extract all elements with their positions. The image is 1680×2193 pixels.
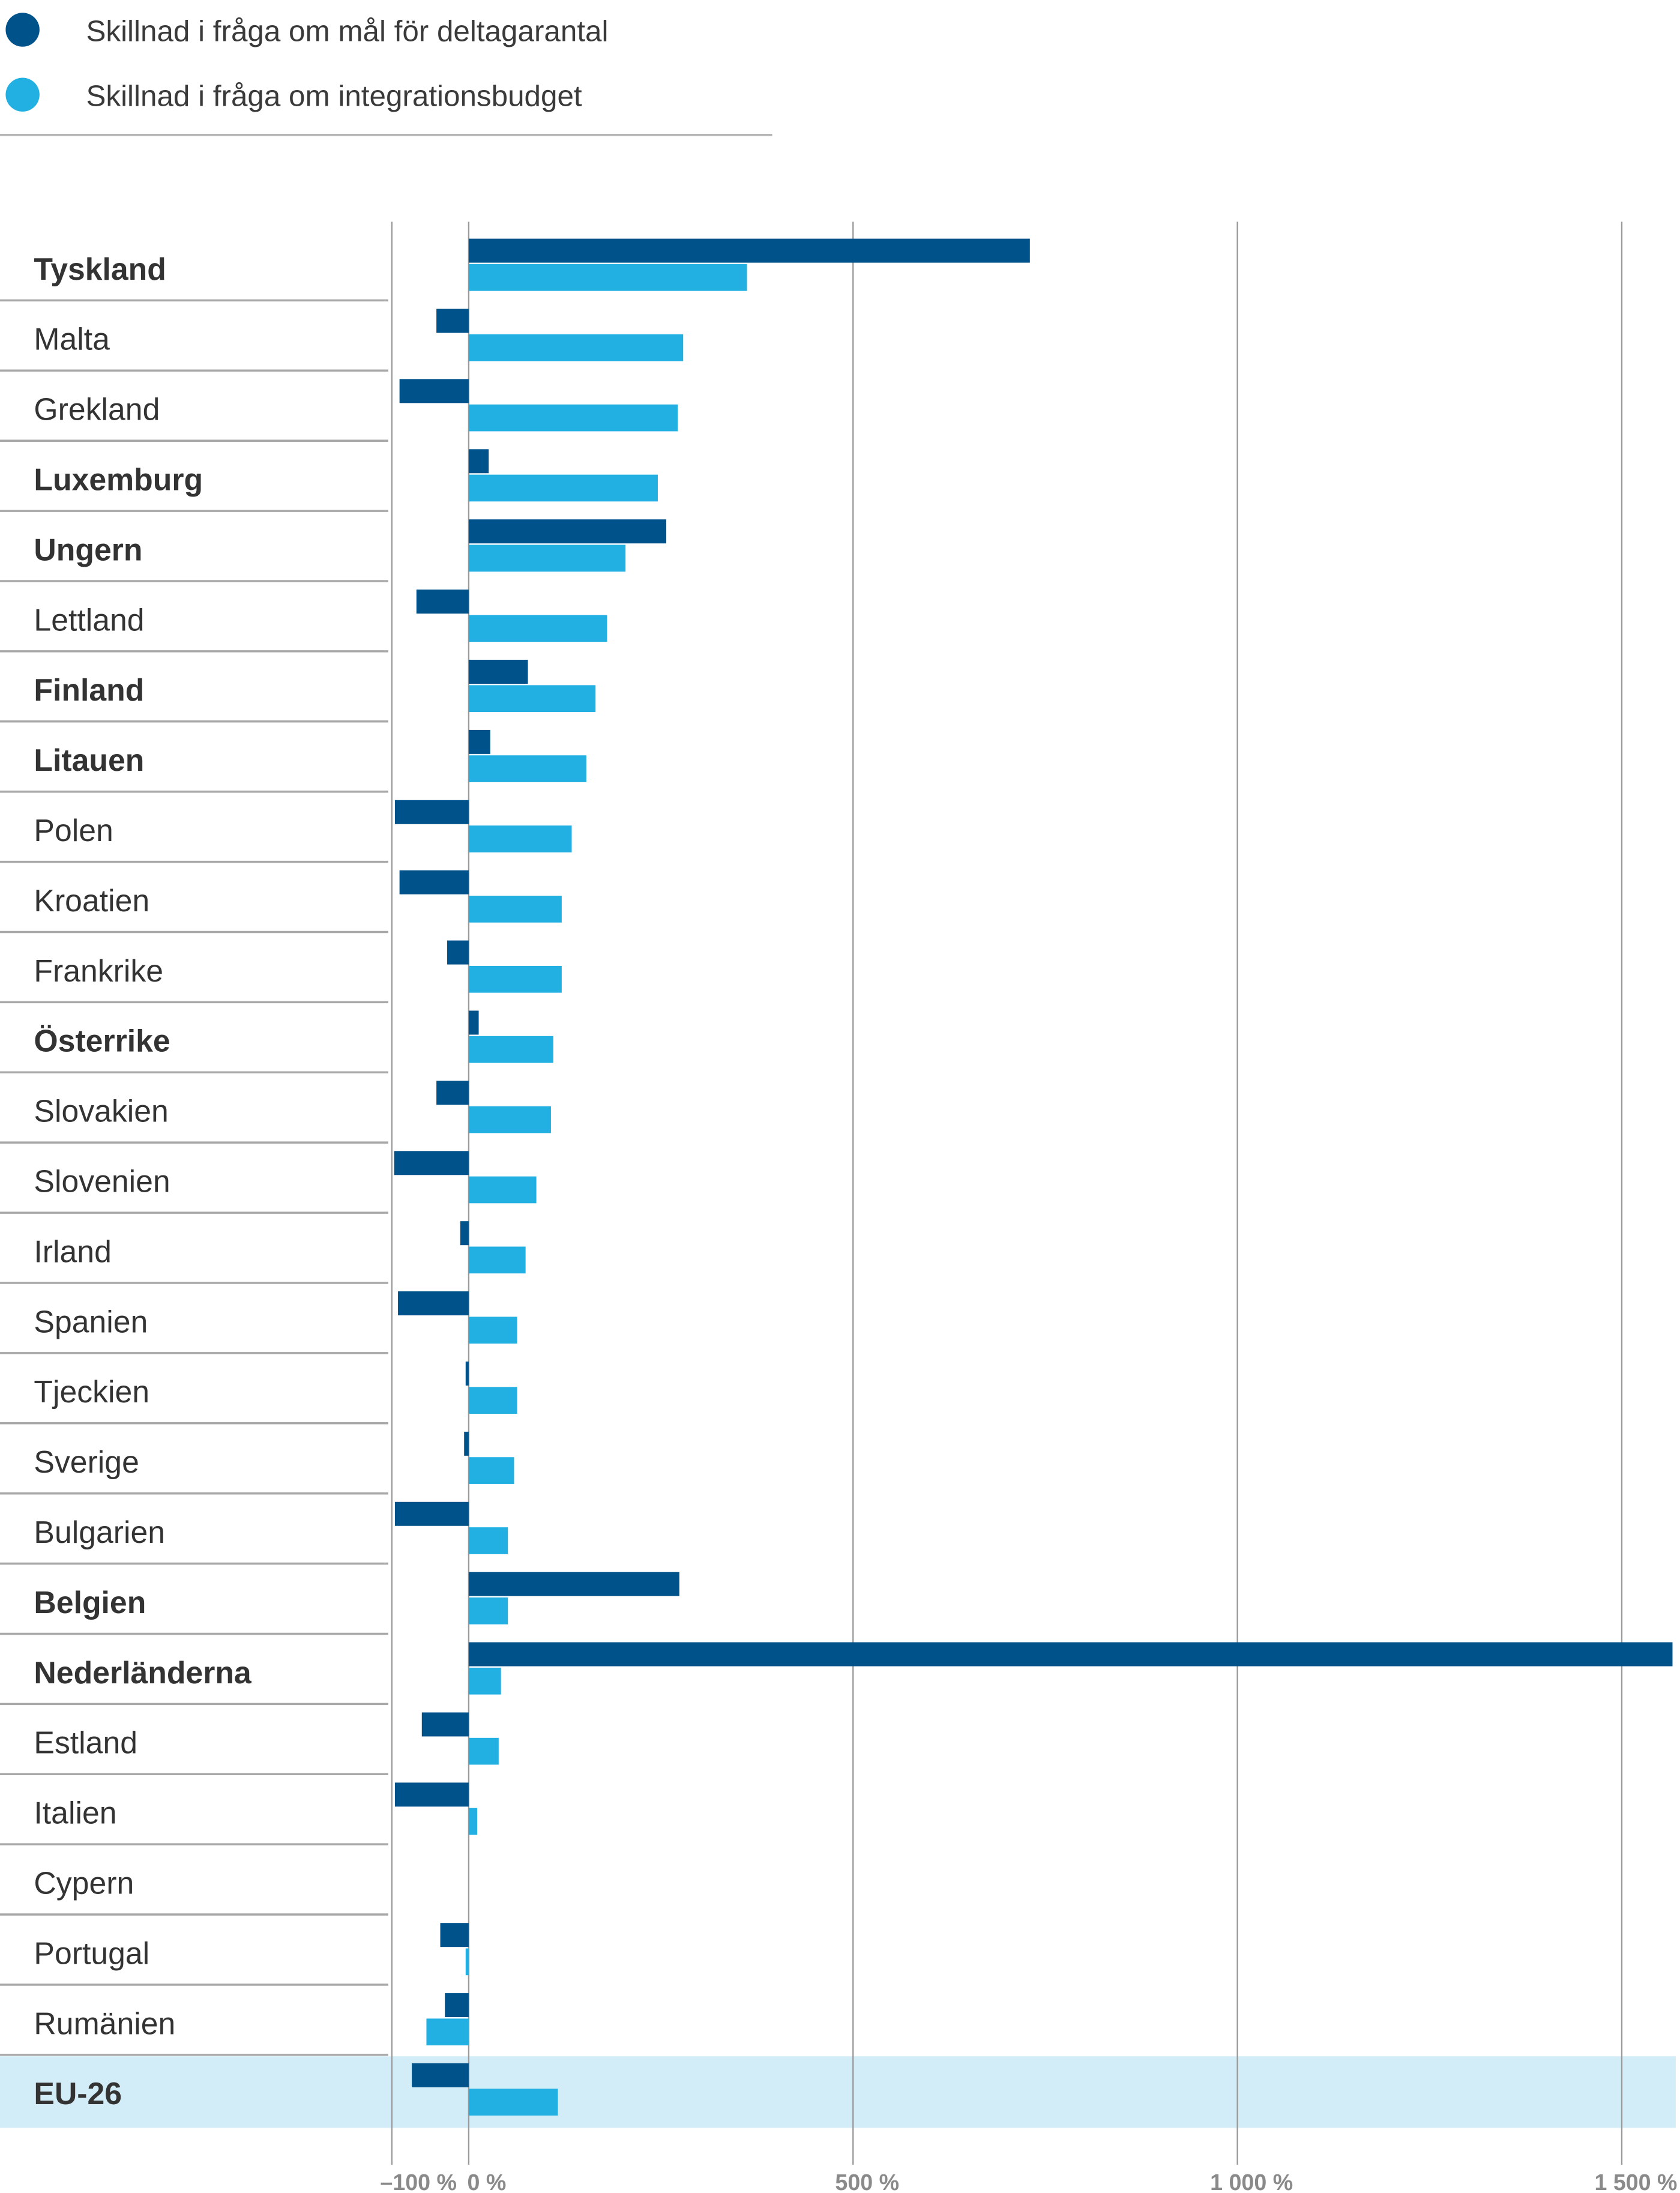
bar-participants (436, 309, 469, 333)
x-tick-label: –100 % (380, 2170, 457, 2193)
bar-budget (468, 615, 607, 642)
bar-participants (412, 2063, 469, 2087)
bar-budget (468, 2089, 558, 2116)
bar-participants (421, 1712, 469, 1737)
bar-budget (468, 1737, 499, 1765)
category-label: Nederländerna (34, 1655, 251, 1690)
category-label: Kroatien (34, 883, 149, 918)
highlight-band (0, 2056, 1676, 2128)
legend-label-budget: Skillnad i fråga om integrationsbudget (86, 80, 582, 113)
bar-participants (468, 659, 528, 684)
category-label: Belgien (34, 1585, 146, 1620)
category-label: Lettland (34, 602, 144, 637)
bar-participants (398, 1291, 469, 1316)
bar-budget (468, 1667, 501, 1695)
bar-budget (468, 1317, 517, 1344)
bar-budget (426, 2018, 469, 2046)
bar-budget (468, 1808, 477, 1835)
category-label: EU-26 (34, 2076, 122, 2111)
bar-participants (399, 379, 469, 403)
bar-participants (468, 1572, 679, 1596)
bar-budget (468, 825, 572, 852)
category-label: Tjeckien (34, 1374, 149, 1409)
category-label: Litauen (34, 743, 144, 777)
category-label: Frankrike (34, 953, 163, 988)
category-label: Slovenien (34, 1164, 170, 1199)
bar-participants (394, 1501, 469, 1526)
category-label: Finland (34, 672, 144, 707)
category-label: Malta (34, 322, 110, 357)
category-label: Spanien (34, 1304, 148, 1339)
bar-budget (468, 334, 684, 361)
bar-budget (468, 1246, 526, 1274)
legend-marker-participants (5, 13, 40, 47)
bar-participants (468, 449, 489, 474)
category-label: Luxemburg (34, 462, 203, 497)
bar-budget (465, 1948, 469, 1976)
bar-participants (468, 729, 490, 754)
bar-participants (468, 519, 667, 544)
bar-budget (468, 1106, 551, 1133)
bar-participants (465, 1361, 469, 1386)
legend-label-participants: Skillnad i fråga om mål för deltagaranta… (86, 14, 608, 47)
legend: Skillnad i fråga om mål för deltagaranta… (0, 13, 772, 136)
bar-participants (468, 238, 1030, 263)
bar-budget (468, 1176, 537, 1204)
category-label: Portugal (34, 1935, 149, 1970)
bar-budget (468, 755, 586, 782)
category-label: Österrike (34, 1024, 170, 1058)
bar-participants (468, 1642, 1673, 1667)
category-label: Tyskland (34, 252, 166, 286)
category-label: Sverige (34, 1444, 139, 1479)
category-label: Grekland (34, 392, 160, 427)
category-label: Estland (34, 1725, 137, 1760)
category-label: Rumänien (34, 2006, 175, 2041)
category-label: Irland (34, 1234, 111, 1268)
bar-participants (416, 590, 469, 614)
x-tick-label: 500 % (835, 2170, 899, 2193)
bar-budget (468, 474, 658, 502)
bar-budget (468, 1527, 508, 1554)
bar-budget (468, 896, 562, 923)
bar-participants (440, 1923, 469, 1947)
category-label: Italien (34, 1796, 116, 1830)
x-tick-label: 0 % (468, 2170, 507, 2193)
bar-participants (436, 1081, 469, 1105)
bar-budget (468, 544, 626, 572)
legend-marker-budget (5, 77, 40, 112)
bar-participants (460, 1221, 469, 1246)
bar-participants (394, 800, 469, 824)
bar-participants (394, 1151, 469, 1175)
x-tick-label: 1 500 % (1594, 2170, 1677, 2193)
category-label: Cypern (34, 1865, 134, 1900)
bar-participants (399, 870, 469, 894)
bar-budget (468, 1387, 517, 1414)
category-label: Polen (34, 813, 113, 848)
bar-budget (468, 685, 596, 713)
bar-participants (468, 1010, 479, 1035)
bar-budget (468, 1036, 553, 1063)
x-tick-label: 1 000 % (1210, 2170, 1293, 2193)
bar-budget (468, 1597, 508, 1624)
bar-budget (468, 1457, 514, 1484)
bar-participants (464, 1431, 469, 1456)
category-label: Slovakien (34, 1094, 168, 1129)
bar-budget (468, 264, 747, 291)
bar-budget (468, 404, 678, 432)
category-label: Ungern (34, 532, 142, 567)
bar-budget (468, 965, 562, 993)
bar-participants (447, 940, 469, 965)
bar-participants (394, 1782, 469, 1807)
bar-participants (445, 1993, 469, 2018)
category-label: Bulgarien (34, 1515, 165, 1549)
